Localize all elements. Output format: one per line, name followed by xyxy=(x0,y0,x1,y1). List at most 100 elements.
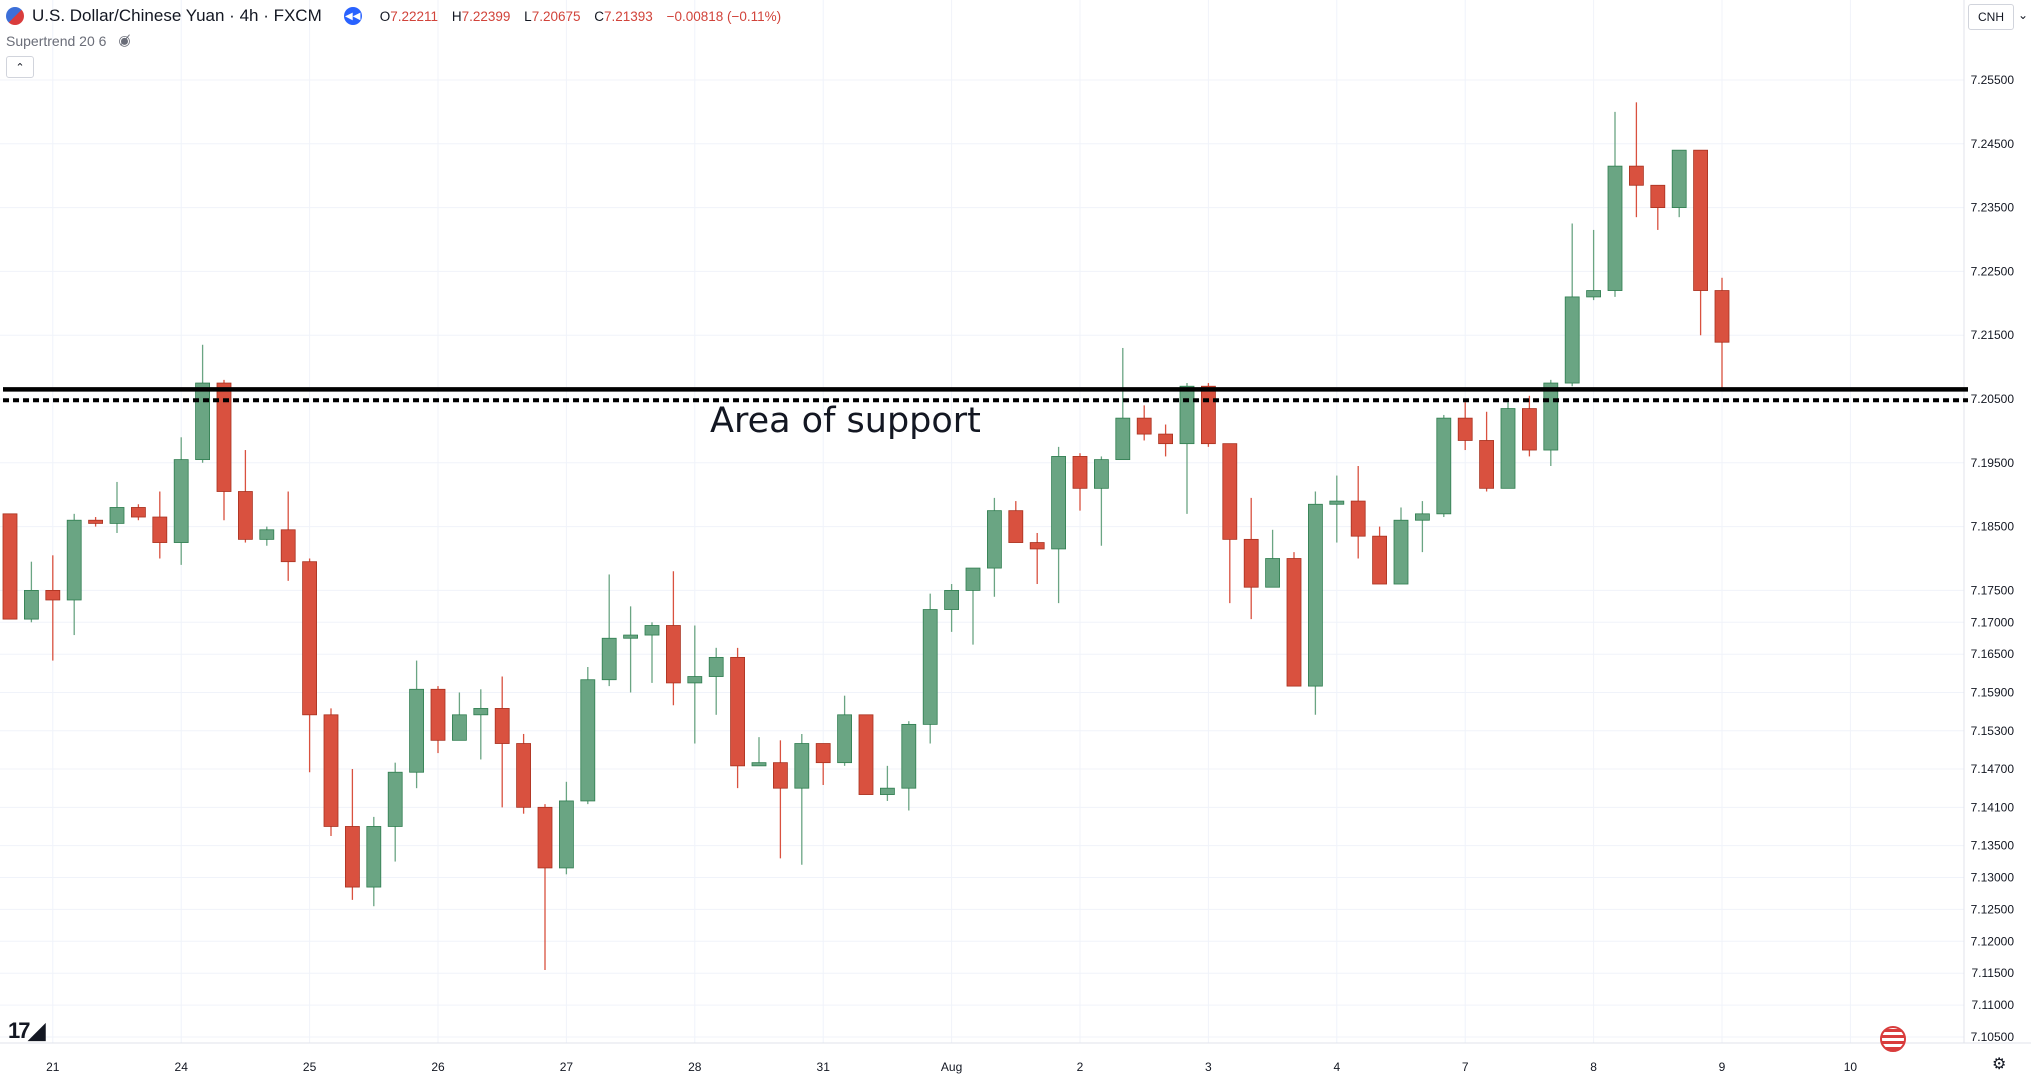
candle-body xyxy=(323,714,339,827)
candle-body xyxy=(1543,382,1559,451)
price-tick-label: 7.19500 xyxy=(1971,456,2015,470)
candle xyxy=(152,491,168,559)
candle-body xyxy=(280,529,296,563)
candle-body xyxy=(1522,408,1537,451)
time-tick-label: 21 xyxy=(46,1060,60,1074)
candle-body xyxy=(837,714,852,764)
candle-body xyxy=(1372,535,1387,585)
candle-body xyxy=(1436,417,1452,515)
candle-body xyxy=(1564,296,1580,384)
candle xyxy=(559,781,574,875)
candle-body xyxy=(1607,165,1623,291)
candle-body xyxy=(1051,456,1066,550)
candle-body xyxy=(1329,500,1345,505)
eye-hidden-icon[interactable]: ◉̸ xyxy=(118,32,131,48)
price-tick-label: 7.17500 xyxy=(1971,583,2015,597)
candle xyxy=(944,584,959,632)
candle xyxy=(965,567,981,645)
candle xyxy=(344,769,360,900)
price-tick-label: 7.21500 xyxy=(1971,328,2015,342)
candle-body xyxy=(23,590,39,620)
candle-body xyxy=(130,507,146,518)
candle xyxy=(880,765,895,801)
tradingview-logo-icon[interactable]: 17◢ xyxy=(8,1018,45,1043)
symbol-title[interactable]: U.S. Dollar/Chinese Yuan · 4h · FXCM xyxy=(32,6,322,25)
candle-body xyxy=(366,826,382,888)
candle xyxy=(837,695,852,766)
candle-body xyxy=(987,510,1002,569)
currency-button[interactable]: CNH xyxy=(1968,4,2014,30)
candle-body xyxy=(730,656,745,767)
candle xyxy=(1650,184,1666,230)
candle xyxy=(280,491,296,581)
candle xyxy=(815,743,831,785)
candle-body xyxy=(473,708,489,716)
support-lines xyxy=(3,387,1968,403)
price-tick-label: 7.13000 xyxy=(1971,871,2015,885)
candle-body xyxy=(773,762,788,789)
open-label: O xyxy=(379,8,391,24)
candle xyxy=(494,676,510,808)
price-tick-label: 7.15300 xyxy=(1971,724,2015,738)
candle-body xyxy=(1158,433,1173,445)
candle xyxy=(1136,405,1152,441)
candle-body xyxy=(1350,500,1366,537)
candle-body xyxy=(644,625,660,636)
candle-body xyxy=(1115,417,1131,461)
candle xyxy=(901,721,917,811)
price-tick-label: 7.12000 xyxy=(1971,934,2015,948)
candle xyxy=(1564,223,1580,387)
candle xyxy=(430,686,446,754)
time-tick-label: 7 xyxy=(1462,1060,1469,1074)
candle xyxy=(794,733,810,865)
candles xyxy=(2,102,1730,971)
candle-body xyxy=(1500,408,1516,489)
candle-body xyxy=(1008,510,1024,543)
candle xyxy=(195,344,211,463)
candle-body xyxy=(1222,443,1238,540)
candle xyxy=(1436,414,1452,518)
us-flag-icon[interactable] xyxy=(1880,1026,1906,1052)
candle-body xyxy=(216,382,232,492)
time-axis: 21 24 25 26 27 28 31 Aug 2 3 4 7 8 9 10 xyxy=(46,1060,1857,1074)
price-tick-label: 7.18500 xyxy=(1971,520,2015,534)
candle xyxy=(1029,532,1045,585)
candle-body xyxy=(794,743,810,789)
candle xyxy=(66,513,82,636)
candle-body xyxy=(494,708,510,744)
candle xyxy=(387,762,403,862)
candle xyxy=(130,504,146,521)
candle xyxy=(1179,383,1195,514)
candle xyxy=(1286,552,1302,687)
candle-body xyxy=(1029,542,1045,550)
candle-body xyxy=(1094,459,1109,489)
candle-body xyxy=(944,590,959,610)
candle xyxy=(644,622,660,683)
indicator-label[interactable]: Supertrend 20 6 xyxy=(6,32,107,49)
candle-body xyxy=(1072,456,1088,489)
candle xyxy=(1008,501,1024,543)
candle-body xyxy=(1457,417,1473,441)
candle-body xyxy=(109,507,125,524)
candle-body xyxy=(815,743,831,764)
chevron-up-icon[interactable]: ⌃ xyxy=(6,56,34,78)
gear-icon[interactable]: ⚙ xyxy=(1992,1056,2007,1073)
candle-body xyxy=(344,826,360,888)
candle-body xyxy=(1265,558,1280,588)
candle xyxy=(1051,446,1066,604)
candle xyxy=(409,660,425,789)
candle xyxy=(1586,229,1601,301)
candle-body xyxy=(195,382,211,461)
candle xyxy=(1671,149,1687,218)
candle-body xyxy=(45,590,61,601)
candle xyxy=(1350,465,1366,559)
chart-grid xyxy=(0,0,1964,1043)
candle-body xyxy=(623,634,638,639)
chevron-down-icon[interactable]: ⌄ xyxy=(2018,8,2029,22)
replay-icon[interactable]: ◀◀ xyxy=(343,7,362,25)
candle xyxy=(1201,383,1216,447)
candle-body xyxy=(708,656,724,677)
candle xyxy=(366,816,382,907)
price-tick-label: 7.11000 xyxy=(1972,998,2015,1012)
